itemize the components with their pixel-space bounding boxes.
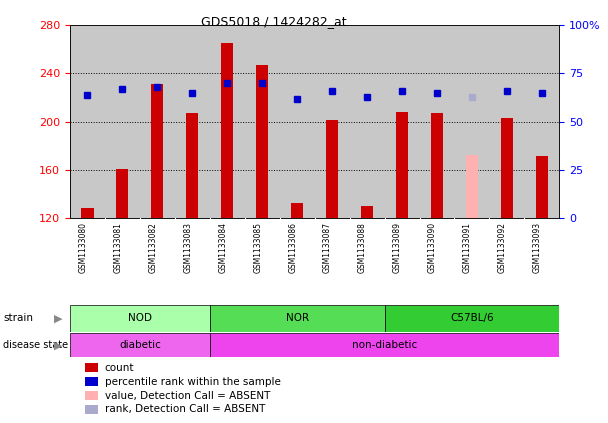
Text: GSM1133093: GSM1133093 [533, 222, 542, 273]
Text: GSM1133092: GSM1133092 [498, 222, 507, 273]
Bar [151, 84, 164, 218]
Text: GSM1133090: GSM1133090 [428, 222, 437, 273]
Bar [221, 44, 233, 218]
Text: percentile rank within the sample: percentile rank within the sample [105, 376, 280, 387]
Bar [454, 25, 489, 218]
Bar [501, 118, 513, 218]
Bar [384, 25, 420, 218]
Bar [384, 305, 559, 332]
Text: GSM1133087: GSM1133087 [323, 222, 332, 273]
Bar [361, 206, 373, 218]
Text: value, Detection Call = ABSENT: value, Detection Call = ABSENT [105, 390, 270, 401]
Bar [396, 112, 408, 218]
Bar [244, 25, 280, 218]
Bar [280, 25, 314, 218]
Bar [291, 203, 303, 218]
Bar [81, 208, 94, 218]
Text: GDS5018 / 1424282_at: GDS5018 / 1424282_at [201, 15, 347, 28]
Bar [314, 25, 350, 218]
Bar [140, 25, 174, 218]
Text: NOD: NOD [128, 313, 152, 323]
Bar [431, 113, 443, 218]
Bar [210, 305, 384, 332]
Text: GSM1133091: GSM1133091 [463, 222, 472, 273]
Text: GSM1133089: GSM1133089 [393, 222, 402, 273]
Text: NOR: NOR [286, 313, 309, 323]
Text: ▶: ▶ [54, 340, 62, 350]
Text: count: count [105, 363, 134, 373]
Bar [186, 113, 198, 218]
Bar [210, 333, 559, 357]
Text: GSM1133080: GSM1133080 [78, 222, 88, 273]
Bar [256, 65, 268, 218]
Bar [524, 25, 559, 218]
Bar [70, 25, 105, 218]
Text: disease state: disease state [3, 340, 68, 350]
Bar [350, 25, 384, 218]
Bar [70, 305, 210, 332]
Bar [489, 25, 524, 218]
Text: rank, Detection Call = ABSENT: rank, Detection Call = ABSENT [105, 404, 265, 415]
Bar [536, 157, 548, 218]
Bar [210, 25, 244, 218]
Bar [326, 121, 338, 218]
Text: GSM1133083: GSM1133083 [183, 222, 192, 273]
Text: diabetic: diabetic [119, 340, 161, 350]
Bar [420, 25, 454, 218]
Bar [466, 155, 478, 218]
Bar [116, 168, 128, 218]
Text: ▶: ▶ [54, 313, 62, 323]
Text: GSM1133082: GSM1133082 [148, 222, 157, 273]
Text: GSM1133086: GSM1133086 [288, 222, 297, 273]
Bar [105, 25, 140, 218]
Bar [174, 25, 210, 218]
Text: GSM1133084: GSM1133084 [218, 222, 227, 273]
Text: strain: strain [3, 313, 33, 323]
Bar [70, 333, 210, 357]
Text: GSM1133081: GSM1133081 [113, 222, 122, 273]
Text: GSM1133085: GSM1133085 [253, 222, 262, 273]
Text: non-diabetic: non-diabetic [352, 340, 417, 350]
Text: GSM1133088: GSM1133088 [358, 222, 367, 273]
Text: C57BL/6: C57BL/6 [450, 313, 494, 323]
